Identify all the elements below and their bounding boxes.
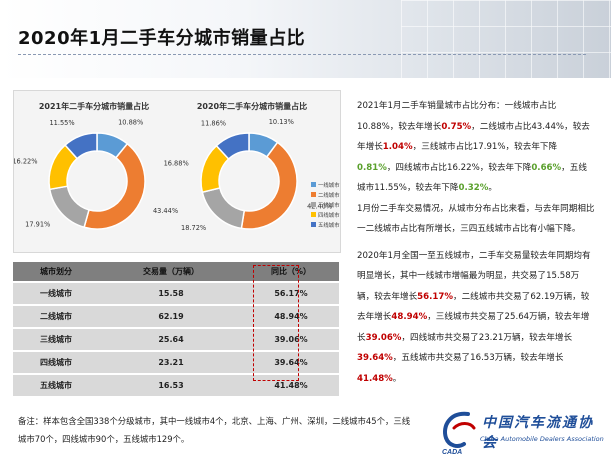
- analysis-text-run: 1月份二手车交易情况，从城市分布占比来看，与去年同期相比一二线城市占比有所增长，…: [357, 203, 595, 235]
- highlight-value: 39.64%: [357, 353, 393, 363]
- cell-volume: 25.64: [99, 328, 243, 352]
- cell-yoy: 39.06%: [243, 328, 339, 352]
- legend-swatch: [311, 212, 316, 217]
- cell-city: 五线城市: [13, 374, 99, 398]
- slice-label: 10.13%: [269, 118, 294, 126]
- analysis-text-run: ，四线城市占比16.22%，较去年下降: [386, 162, 532, 173]
- slice-label: 11.55%: [49, 119, 74, 127]
- table-row: 四线城市 23.21 39.64%: [13, 351, 339, 375]
- header-city: 城市划分: [13, 262, 99, 283]
- table-row: 二线城市 62.19 48.94%: [13, 305, 339, 329]
- donut-slice: [83, 142, 146, 230]
- legend-label: 五线城市: [318, 221, 340, 229]
- legend-swatch: [311, 222, 316, 227]
- donut-chart-1: 2021年二手车分城市销量占比 10.88% 43.44% 17.91% 16.22% 1…: [12, 101, 178, 230]
- analysis-text-run: ，二线城市占比43.44%，较去年增长: [357, 121, 590, 153]
- donut-chart-2: 2020年二手车分城市销量占比 10.13% 42.40% 18.72% 16.88% 1…: [164, 101, 333, 232]
- highlight-value: 0.66%: [531, 162, 562, 173]
- cell-city: 三线城市: [13, 328, 99, 352]
- cell-yoy: 56.17%: [243, 282, 339, 306]
- cell-yoy: 48.94%: [243, 305, 339, 329]
- header-banner: 2020年1月二手车分城市销量占比: [0, 0, 611, 78]
- highlight-value: 0.75%: [441, 121, 472, 132]
- slice-label: 16.88%: [164, 160, 189, 168]
- page-title: 2020年1月二手车分城市销量占比: [18, 28, 306, 49]
- highlight-value: 56.17%: [417, 291, 453, 302]
- table-row: 五线城市 16.53 41.48%: [13, 374, 339, 398]
- legend-label: 四线城市: [318, 211, 340, 219]
- legend-label: 三线城市: [318, 201, 340, 209]
- highlight-value: 48.94%: [391, 312, 428, 322]
- analysis-text-run: 2021年1月二手车销量城市占比分布：一线城市占比10.88%，较去年增长: [357, 101, 557, 132]
- highlight-value: 1.04%: [382, 142, 413, 152]
- slice-label: 17.91%: [25, 220, 50, 228]
- cell-city: 四线城市: [13, 351, 99, 375]
- footnote: 备注：样本包含全国338个分级城市，其中一线城市4个，北京、上海、广州、深圳，二…: [18, 416, 411, 444]
- cell-volume: 15.58: [99, 282, 243, 306]
- header-volume: 交易量（万辆）: [99, 262, 243, 283]
- donut-charts: 2021年二手车分城市销量占比 10.88% 43.44% 17.91% 16.22% 1…: [12, 101, 340, 232]
- cada-emblem-icon: CADA: [442, 411, 476, 456]
- analysis-paragraph-3: 2020年1月全国一至五线城市，二手车交易量较去年同期均有明显增长，其中一线城市…: [357, 246, 595, 390]
- analysis-text-run: ，五线城市11.55%，较去年下降: [357, 162, 587, 194]
- analysis-paragraph-1: 2021年1月二手车销量城市占比分布：一线城市占比10.88%，较去年增长0.7…: [357, 96, 595, 199]
- cell-volume: 16.53: [99, 374, 243, 398]
- table-row: 一线城市 15.58 56.17%: [13, 282, 339, 306]
- cell-volume: 62.19: [99, 305, 243, 329]
- table-row: 三线城市 25.64 39.06%: [13, 328, 339, 352]
- cell-yoy: 41.48%: [243, 374, 339, 398]
- slice-label: 16.22%: [14, 157, 38, 165]
- slice-label: 42.40%: [307, 202, 332, 210]
- analysis-text-run: 。: [392, 373, 402, 384]
- slice-label: 11.86%: [201, 119, 226, 127]
- cada-logo: CADA 中国汽车流通协会 China Automobile Dealers A…: [438, 408, 604, 458]
- highlight-value: 41.48%: [357, 373, 393, 384]
- sales-table: 城市划分 交易量（万辆） 同比（%） 一线城市 15.58 56.17% 二线城…: [13, 262, 339, 398]
- legend-label: 二线城市: [318, 191, 340, 199]
- slice-label: 18.72%: [181, 224, 206, 232]
- logo-en-name: China Automobile Dealers Association: [480, 435, 604, 443]
- header-yoy: 同比（%）: [243, 262, 339, 283]
- table-header-row: 城市划分 交易量（万辆） 同比（%）: [13, 262, 339, 283]
- logo-cn-name: 中国汽车流通协会: [482, 415, 594, 451]
- analysis-text: 2021年1月二手车销量城市占比分布：一线城市占比10.88%，较去年增长0.7…: [357, 96, 595, 389]
- highlight-value: 0.32%: [458, 183, 489, 193]
- slice-label: 43.44%: [153, 207, 178, 215]
- cell-volume: 23.21: [99, 351, 243, 375]
- chart-title: 2021年二手车分城市销量占比: [39, 101, 149, 111]
- donut-slice: [240, 141, 298, 230]
- highlight-value: 39.06%: [365, 332, 402, 343]
- analysis-paragraph-2: 1月份二手车交易情况，从城市分布占比来看，与去年同期相比一二线城市占比有所增长，…: [357, 199, 595, 240]
- donut-slice: [201, 187, 246, 230]
- title-divider: [18, 54, 586, 55]
- analysis-text-run: 2020年1月全国一至五线城市，二手车交易量较去年同期均有明显增长，其中一线城市…: [357, 250, 591, 302]
- logo-abbr: CADA: [442, 449, 462, 456]
- analysis-text-run: 。: [488, 183, 497, 193]
- analysis-text-run: ，三线城市占比17.91%，较去年下降: [412, 142, 558, 152]
- header-grid-decoration: [401, 0, 611, 78]
- legend-swatch: [311, 202, 316, 207]
- donut-slice: [215, 132, 250, 161]
- chart-panel: 2021年二手车分城市销量占比 10.88% 43.44% 17.91% 16.22% 1…: [12, 90, 341, 253]
- analysis-text-run: ，二线城市共交易了62.19万辆，较去年增长: [357, 291, 590, 323]
- legend-swatch: [311, 192, 316, 197]
- highlight-value: 0.81%: [357, 162, 387, 173]
- chart-title: 2020年二手车分城市销量占比: [197, 101, 307, 111]
- legend-label: 一线城市: [318, 181, 340, 189]
- donut-slice: [48, 185, 90, 229]
- analysis-text-run: ，三线城市共交易了25.64万辆，较去年增长: [357, 312, 590, 343]
- legend-swatch: [311, 182, 316, 187]
- cell-city: 一线城市: [13, 282, 99, 306]
- cell-yoy: 39.64%: [243, 351, 339, 375]
- slice-label: 10.88%: [118, 119, 143, 127]
- analysis-text-run: ，四线城市共交易了23.21万辆，较去年增长: [401, 332, 573, 343]
- cell-city: 二线城市: [13, 305, 99, 329]
- analysis-text-run: ，五线城市共交易了16.53万辆，较去年增长: [392, 353, 564, 363]
- donut-slice: [64, 132, 98, 160]
